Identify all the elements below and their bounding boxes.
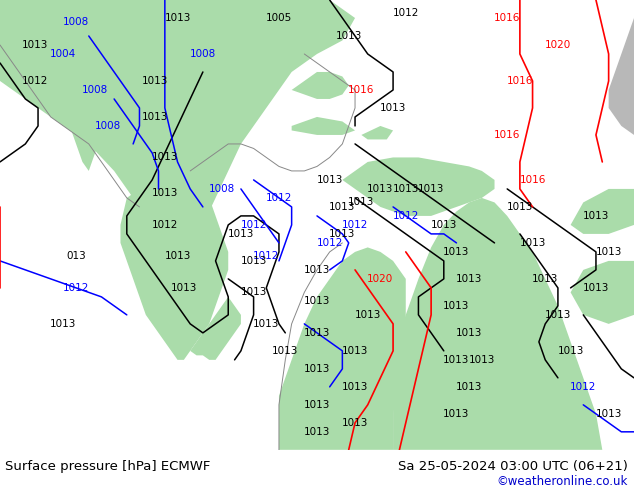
Polygon shape (0, 0, 355, 252)
Text: 1013: 1013 (22, 40, 48, 50)
Polygon shape (393, 198, 602, 450)
Text: 1013: 1013 (304, 328, 330, 338)
Text: Sa 25-05-2024 03:00 UTC (06+21): Sa 25-05-2024 03:00 UTC (06+21) (398, 460, 628, 473)
Text: 1013: 1013 (272, 346, 299, 356)
Text: 1013: 1013 (367, 184, 394, 194)
Text: 1013: 1013 (304, 427, 330, 437)
Text: 1013: 1013 (335, 31, 362, 41)
Text: 1013: 1013 (253, 319, 280, 329)
Polygon shape (571, 261, 634, 324)
Text: 1013: 1013 (469, 355, 495, 365)
Text: 1008: 1008 (209, 184, 235, 194)
Text: 1013: 1013 (329, 202, 356, 212)
Text: 1013: 1013 (152, 189, 178, 198)
Text: Surface pressure [hPa] ECMWF: Surface pressure [hPa] ECMWF (5, 460, 210, 473)
Polygon shape (279, 247, 406, 450)
Text: 1013: 1013 (418, 184, 444, 194)
Text: 1013: 1013 (443, 301, 470, 311)
Text: 1016: 1016 (494, 13, 521, 23)
Text: 1013: 1013 (50, 319, 77, 329)
Polygon shape (571, 189, 634, 234)
Text: 1013: 1013 (240, 256, 267, 266)
Text: 1008: 1008 (63, 18, 89, 27)
Text: 1013: 1013 (532, 274, 559, 284)
Text: 1013: 1013 (152, 152, 178, 163)
Text: 1013: 1013 (240, 287, 267, 297)
Text: 1013: 1013 (545, 310, 571, 320)
Text: 1012: 1012 (316, 238, 343, 248)
Polygon shape (361, 126, 393, 140)
Text: 1013: 1013 (304, 364, 330, 374)
Text: 1016: 1016 (507, 76, 533, 86)
Text: 1020: 1020 (367, 274, 394, 284)
Polygon shape (292, 72, 349, 99)
Text: 1012: 1012 (240, 220, 267, 230)
Text: 1013: 1013 (304, 400, 330, 410)
Text: 1013: 1013 (595, 247, 622, 257)
Text: 1013: 1013 (430, 220, 457, 230)
Text: 1012: 1012 (570, 382, 597, 392)
Text: 1013: 1013 (171, 283, 197, 293)
Text: 1013: 1013 (342, 346, 368, 356)
Text: 1013: 1013 (583, 211, 609, 221)
Text: 1013: 1013 (316, 175, 343, 185)
Text: 1013: 1013 (595, 409, 622, 419)
Text: 1008: 1008 (190, 49, 216, 59)
Text: 1008: 1008 (94, 121, 121, 131)
Text: 1013: 1013 (443, 409, 470, 419)
Text: 1013: 1013 (304, 296, 330, 306)
Text: 1016: 1016 (519, 175, 546, 185)
Text: 1013: 1013 (228, 229, 254, 239)
Text: 1013: 1013 (380, 103, 406, 113)
Polygon shape (342, 157, 495, 216)
Text: 1005: 1005 (266, 13, 292, 23)
Text: 1013: 1013 (443, 247, 470, 257)
Text: 1013: 1013 (342, 382, 368, 392)
Text: 1013: 1013 (348, 197, 375, 207)
Text: 1013: 1013 (329, 229, 356, 239)
Text: 1013: 1013 (142, 112, 169, 122)
Text: 1004: 1004 (50, 49, 77, 59)
Text: ©weatheronline.co.uk: ©weatheronline.co.uk (496, 475, 628, 488)
Text: 1013: 1013 (354, 310, 381, 320)
Text: 1012: 1012 (266, 193, 292, 203)
Text: 1013: 1013 (342, 418, 368, 428)
Text: 1013: 1013 (456, 382, 482, 392)
Text: 1020: 1020 (545, 40, 571, 50)
Text: 1013: 1013 (456, 328, 482, 338)
Text: 1013: 1013 (583, 283, 609, 293)
Text: 1016: 1016 (494, 130, 521, 140)
Text: 1013: 1013 (519, 238, 546, 248)
Text: 1013: 1013 (507, 202, 533, 212)
Text: 1012: 1012 (152, 220, 178, 230)
Text: 1013: 1013 (304, 265, 330, 275)
Text: 1016: 1016 (348, 85, 375, 95)
Text: 1013: 1013 (392, 184, 419, 194)
Text: 1013: 1013 (142, 76, 169, 86)
Text: 1012: 1012 (22, 76, 48, 86)
Text: 1012: 1012 (392, 211, 419, 221)
Text: 1013: 1013 (456, 274, 482, 284)
Polygon shape (190, 297, 241, 360)
Text: 1012: 1012 (63, 283, 89, 293)
Polygon shape (609, 0, 634, 135)
Text: 1012: 1012 (342, 220, 368, 230)
Text: 1012: 1012 (392, 8, 419, 19)
Text: 1013: 1013 (164, 251, 191, 261)
Text: 1013: 1013 (557, 346, 584, 356)
Polygon shape (120, 167, 228, 360)
Text: 1013: 1013 (443, 355, 470, 365)
Polygon shape (292, 117, 355, 135)
Text: 1008: 1008 (82, 85, 108, 95)
Text: 1013: 1013 (164, 13, 191, 23)
Text: 1012: 1012 (253, 251, 280, 261)
Polygon shape (63, 72, 108, 171)
Text: 013: 013 (66, 251, 86, 261)
